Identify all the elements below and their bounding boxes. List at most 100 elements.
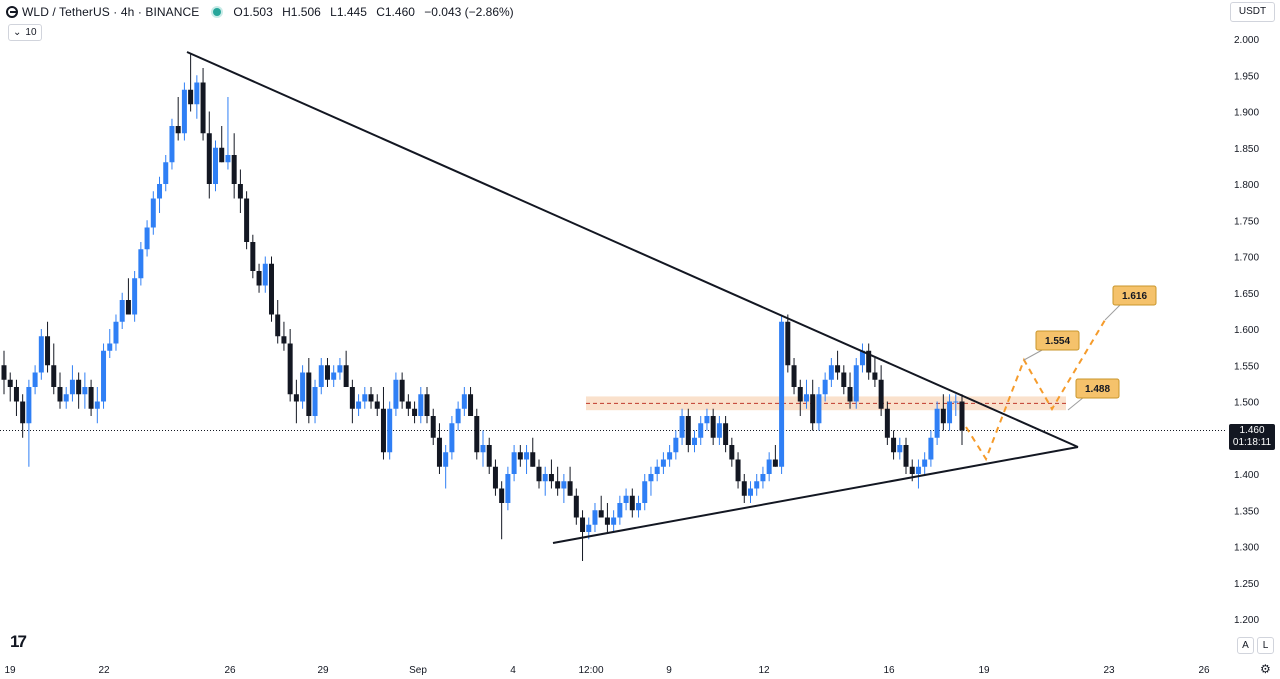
high-value: H1.506	[282, 5, 321, 19]
symbol-title[interactable]: WLD / TetherUS · 4h · BINANCE	[22, 5, 200, 19]
price-axis[interactable]: 2.000 1.950 1.900 1.850 1.800 1.750 1.700 1.650…	[1234, 35, 1259, 626]
projection-label-text: 1.616	[1122, 291, 1147, 302]
candle-body	[679, 416, 685, 438]
candle-body	[517, 452, 523, 460]
indicator-count: 10	[25, 27, 37, 38]
candle-body	[405, 401, 411, 409]
candle-body	[747, 488, 753, 496]
candle-body	[32, 372, 38, 387]
triangle-upper-trendline	[186, 51, 1079, 448]
candle-body	[791, 365, 797, 387]
candle-body	[841, 372, 847, 387]
candle-body	[716, 423, 722, 438]
candle-body	[374, 401, 380, 409]
candle-body	[13, 387, 19, 402]
candle-body	[822, 379, 828, 395]
price-tick-label: 1.650	[1234, 289, 1259, 300]
candle-body	[698, 423, 704, 438]
candle-body	[219, 147, 225, 163]
candle-body	[51, 365, 57, 387]
candle-body	[132, 278, 138, 315]
candle-body	[492, 466, 498, 489]
price-tick-label: 1.550	[1234, 361, 1259, 372]
candle-body	[63, 394, 69, 402]
candle-body	[380, 408, 386, 453]
price-tick-label: 1.250	[1234, 579, 1259, 590]
time-tick-label: 22	[98, 665, 110, 676]
candle-body	[735, 459, 741, 482]
candle-body	[430, 416, 436, 438]
candlestick-series	[1, 53, 965, 561]
candle-body	[803, 394, 809, 402]
candle-body	[636, 503, 642, 511]
candle-body	[567, 481, 573, 496]
price-tick-label: 1.400	[1234, 470, 1259, 481]
candle-body	[113, 321, 119, 344]
candle-body	[617, 503, 623, 518]
price-tick-label: 1.600	[1234, 325, 1259, 336]
projection-label-text: 1.488	[1085, 384, 1110, 395]
price-tick-label: 1.500	[1234, 398, 1259, 409]
candle-body	[275, 314, 281, 337]
candle-body	[710, 416, 716, 438]
price-tick-label: 1.350	[1234, 506, 1259, 517]
candle-body	[629, 495, 635, 511]
candle-body	[436, 437, 442, 467]
candle-body	[119, 300, 125, 322]
price-tick-label: 1.950	[1234, 71, 1259, 82]
indicator-toggle[interactable]: ⌄ 10	[8, 24, 42, 41]
tradingview-logo-icon[interactable]: 17	[10, 632, 27, 651]
currency-selector[interactable]: USDT	[1230, 2, 1275, 22]
candle-body	[82, 387, 88, 395]
candle-body	[418, 394, 424, 416]
candle-body	[642, 481, 648, 503]
candle-body	[474, 416, 480, 453]
candle-body	[125, 300, 131, 315]
candle-body	[891, 437, 897, 453]
time-axis[interactable]: 19 22 26 29 Sep 4 12:00 9 12 16 19 23 26	[4, 665, 1210, 676]
candle-body	[318, 365, 324, 387]
candle-body	[723, 423, 729, 445]
price-tick-label: 2.000	[1234, 35, 1259, 46]
candle-body	[163, 162, 169, 184]
candle-body	[20, 401, 26, 424]
candle-body	[623, 495, 629, 503]
candle-body	[754, 481, 760, 489]
candle-body	[343, 365, 349, 387]
candle-body	[443, 452, 449, 467]
candle-body	[387, 408, 393, 453]
projection-label-pointer	[1023, 348, 1045, 361]
gear-icon[interactable]: ⚙	[1260, 662, 1271, 676]
candle-body	[393, 379, 399, 409]
candle-body	[542, 474, 548, 482]
candle-body	[760, 474, 766, 482]
candle-body	[505, 474, 511, 503]
candle-body	[940, 408, 946, 424]
auto-scale-button[interactable]: A	[1237, 637, 1254, 654]
candle-body	[555, 481, 561, 489]
candle-body	[598, 510, 604, 518]
candle-body	[138, 249, 144, 279]
candle-body	[922, 459, 928, 467]
time-tick-label: 12:00	[578, 665, 603, 676]
candle-body	[779, 321, 785, 467]
candle-body	[654, 466, 660, 474]
candle-body	[947, 401, 953, 424]
candle-body	[412, 408, 418, 416]
change-value: −0.043 (−2.86%)	[424, 5, 514, 19]
candle-body	[934, 408, 940, 438]
candle-body	[356, 401, 362, 409]
candle-countdown: 01:18:11	[1232, 437, 1272, 448]
candle-body	[399, 379, 405, 402]
price-tick-label: 1.850	[1234, 144, 1259, 155]
current-price-tag: 1.460 01:18:11	[1229, 424, 1275, 450]
candle-body	[349, 387, 355, 409]
time-tick-label: Sep	[409, 665, 427, 676]
open-value: O1.503	[233, 5, 273, 19]
log-scale-button[interactable]: L	[1257, 637, 1274, 654]
candle-body	[604, 517, 610, 525]
wld-logo-icon	[6, 6, 18, 18]
price-tick-label: 1.800	[1234, 180, 1259, 191]
candle-body	[611, 517, 617, 525]
